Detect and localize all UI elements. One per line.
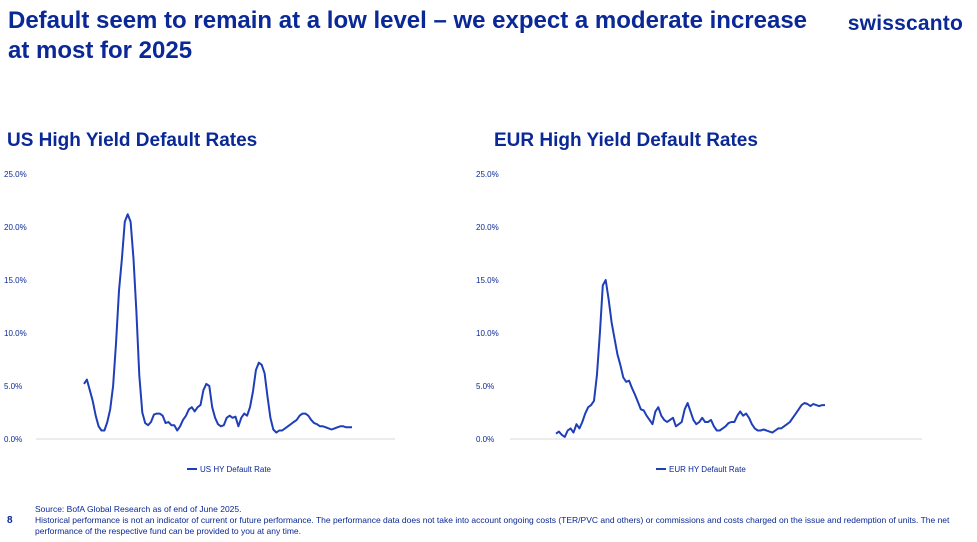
us-y-tick-label: 0.0%: [4, 435, 22, 444]
disclaimer-note: Historical performance is not an indicat…: [35, 515, 950, 536]
eur-y-tick-label: 20.0%: [476, 223, 499, 232]
eur-series-line: [555, 279, 825, 438]
footer-notes: Source: BofA Global Research as of end o…: [35, 504, 955, 537]
us-y-tick-label: 15.0%: [4, 276, 27, 285]
page-title: Default seem to remain at a low level – …: [8, 7, 808, 64]
eur-y-tick-label: 25.0%: [476, 170, 499, 179]
eur-y-tick-label: 0.0%: [476, 435, 494, 444]
eur-y-tick-label: 10.0%: [476, 329, 499, 338]
eur-legend-label: EUR HY Default Rate: [669, 465, 746, 474]
eur-y-tick-label: 15.0%: [476, 276, 499, 285]
us-y-tick-label: 5.0%: [4, 382, 22, 391]
us-default-rate-chart: 0.0% 5.0% 10.0% 15.0% 20.0% 25.0% US HY Defaul…: [4, 170, 395, 474]
us-series-line: [83, 213, 352, 434]
us-legend-label: US HY Default Rate: [200, 465, 272, 474]
us-chart-title: US High Yield Default Rates: [7, 130, 258, 151]
page-number: 8: [7, 515, 13, 526]
eur-y-tick-label: 5.0%: [476, 382, 494, 391]
eur-chart-title: EUR High Yield Default Rates: [494, 130, 758, 151]
eur-default-rate-chart: 0.0% 5.0% 10.0% 15.0% 20.0% 25.0% EUR HY Defau…: [476, 170, 922, 474]
source-note: Source: BofA Global Research as of end o…: [35, 504, 242, 514]
swisscanto-logo: swisscanto: [847, 12, 963, 35]
us-y-tick-label: 10.0%: [4, 329, 27, 338]
us-y-tick-label: 20.0%: [4, 223, 27, 232]
us-y-tick-label: 25.0%: [4, 170, 27, 179]
